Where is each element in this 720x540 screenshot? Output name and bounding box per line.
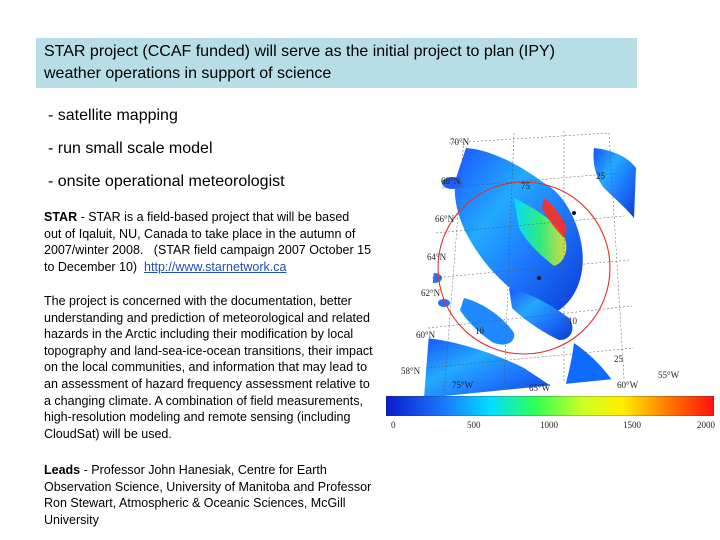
star-line-2: out of Iqaluit, NU, Canada to take place…: [44, 226, 356, 241]
leads-label: Leads: [44, 463, 81, 477]
lon-label: 65°W: [529, 383, 551, 393]
project-line: CloudSat) will be used.: [44, 426, 172, 441]
leads-line-1: Professor John Hanesiak, Centre for Eart…: [91, 463, 327, 477]
project-line: hazards in the Arctic including their mo…: [44, 327, 354, 342]
lat-label: 60°N: [416, 330, 436, 340]
star-line-3: 2007/winter 2008. (STAR field campaign 2…: [44, 243, 372, 258]
mountain-ridge: [542, 198, 567, 238]
bullet-list: - satellite mapping - run small scale mo…: [48, 106, 285, 205]
island: [438, 299, 450, 307]
leads-line-4: University: [44, 512, 99, 527]
station-marker: [572, 211, 576, 215]
title-line-1: STAR project (CCAF funded) will serve as…: [44, 43, 556, 60]
star-line-4: to December 10): [44, 259, 145, 274]
grid-label: 75: [521, 181, 530, 191]
star-website-link[interactable]: http://www.starnetwork.ca: [144, 259, 287, 274]
quebec-coast: [424, 338, 554, 398]
project-line: an assessment of hazard frequency assess…: [44, 376, 370, 391]
hall-peninsula: [509, 288, 573, 340]
lat-label: 55°W: [658, 370, 680, 380]
lat-label: 62°N: [421, 288, 441, 298]
star-sep: -: [77, 210, 89, 224]
lat-label: 68°N: [441, 176, 461, 186]
region-circle: [437, 181, 611, 355]
project-line: on the local communities, and informatio…: [44, 360, 368, 375]
bullet-small-scale-model: - run small scale model: [48, 140, 213, 157]
elevation-colorbar: [386, 396, 714, 416]
leads-line-3: Ron Stewart, Atmospheric & Oceanic Scien…: [44, 496, 346, 511]
project-line: a changing climate. A combination of fie…: [44, 393, 363, 408]
bullet-onsite-meteorologist: - onsite operational meteorologist: [48, 173, 285, 190]
project-paragraph: The project is concerned with the docume…: [44, 293, 424, 442]
lat-label: 58°N: [401, 366, 421, 376]
project-line: The project is concerned with the docume…: [44, 294, 352, 308]
cumberland-peninsula: [514, 198, 567, 266]
leads-sep: -: [80, 463, 92, 477]
grid-label: 10: [475, 326, 484, 336]
meta-incognita: [460, 298, 515, 345]
island: [442, 177, 462, 189]
colorbar-tick: 1000: [540, 420, 558, 430]
star-line-1: STAR is a field-based project that will …: [88, 210, 350, 224]
grid-label: 10: [568, 316, 577, 326]
bullet-satellite-mapping: - satellite mapping: [48, 107, 178, 124]
grid-label: 25: [596, 171, 605, 181]
star-paragraph: STAR - STAR is a field-based project tha…: [44, 209, 424, 275]
leads-line-2: Observation Science, University of Manit…: [44, 479, 372, 494]
station-marker: [537, 276, 541, 280]
project-line: topography and land-sea-ice-ocean transi…: [44, 343, 373, 358]
lon-label: 60°W: [617, 380, 639, 390]
labrador-coast: [564, 343, 614, 396]
lat-label: 64°N: [427, 252, 447, 262]
leads-paragraph: Leads - Professor John Hanesiak, Centre …: [44, 462, 424, 528]
grid-label: 25: [614, 354, 623, 364]
greenland: [593, 148, 636, 218]
slide-title: STAR project (CCAF funded) will serve as…: [36, 38, 637, 88]
star-label: STAR: [44, 210, 78, 224]
colorbar-tick: 500: [467, 420, 481, 430]
lat-label: 66°N: [435, 214, 455, 224]
colorbar-tick: 0: [391, 420, 396, 430]
lon-label: 75°W: [452, 380, 474, 390]
colorbar-tick: 2000: [697, 420, 715, 430]
title-line-2: weather operations in support of science: [44, 65, 332, 82]
lat-label: 70°N: [450, 137, 470, 147]
colorbar-tick: 1500: [623, 420, 641, 430]
project-line: understanding and prediction of meteorol…: [44, 310, 370, 325]
baffin-island: [454, 148, 583, 313]
project-line: high-resolution modeling and remote sens…: [44, 410, 351, 425]
terrain-map: [424, 131, 636, 398]
